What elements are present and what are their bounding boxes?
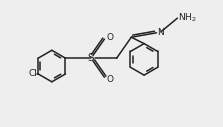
Text: Cl: Cl: [28, 69, 37, 78]
Text: S: S: [88, 53, 94, 63]
Text: N: N: [157, 28, 164, 37]
Text: NH$_2$: NH$_2$: [178, 12, 197, 24]
Text: O: O: [107, 75, 114, 84]
Text: O: O: [107, 33, 114, 42]
